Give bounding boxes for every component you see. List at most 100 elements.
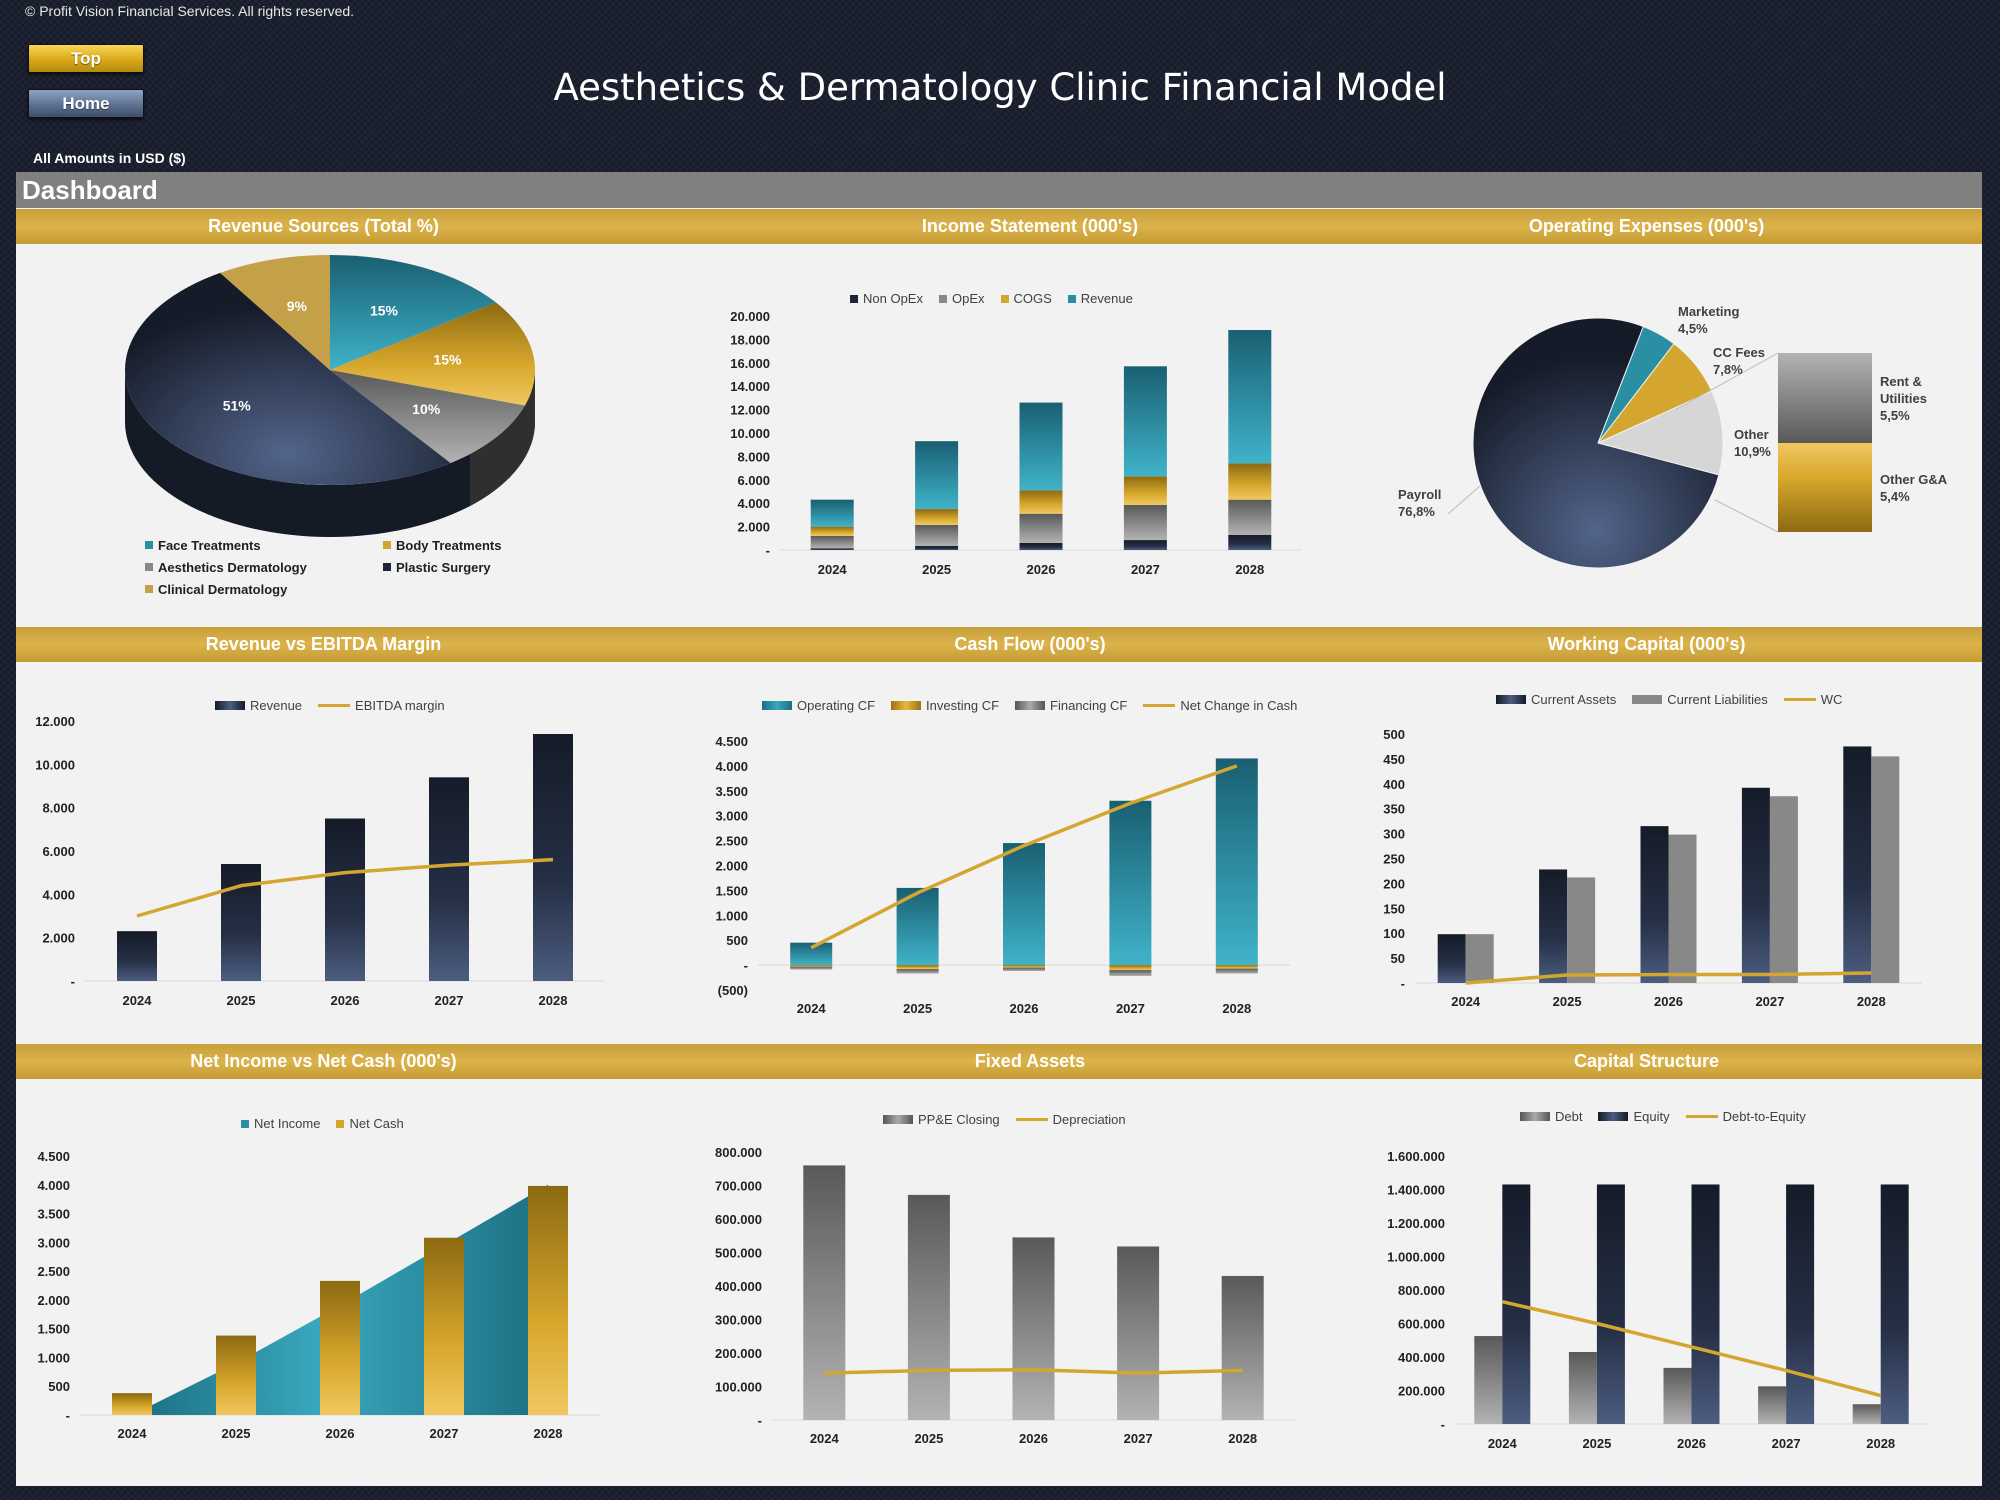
y-tick-label: 300 [1383,827,1405,842]
bar-equity [1880,1184,1909,1424]
legend-debt: Debt [1520,1109,1582,1124]
bar-opex [1123,504,1167,541]
pie-side-wall [125,370,535,537]
bar-equity [1596,1184,1625,1424]
pie-value-label: 15% [370,303,399,319]
x-tick-label: 2028 [1857,994,1886,1009]
bar-revenue [810,499,854,527]
bar-revenue [325,818,365,981]
bar-financing-cf [1003,967,1045,972]
legend-net-income: Net Income [241,1116,320,1131]
bar-revenue [429,777,469,981]
bar-revenue [1228,330,1272,464]
breakout-connector-bottom [1714,499,1779,533]
y-tick-label: 2.500 [37,1264,70,1279]
bar-operating-cf [1215,758,1258,966]
cash-flow-legend: Operating CF Investing CF Financing CF N… [762,698,1297,713]
y-tick-label: 600.000 [715,1212,762,1227]
y-tick-label: 1.500 [715,883,748,898]
section-title-revenue-sources: Revenue Sources (Total %) [208,216,439,236]
y-tick-label: - [766,543,770,558]
bar-current-liabilities [1465,934,1494,983]
pie-side-wall-gray [470,370,535,506]
y-tick-label: 10.000 [35,757,75,772]
legend-face-treatments: Face Treatments [145,538,373,553]
y-tick-label: 500 [1383,727,1405,742]
legend-body-treatments: Body Treatments [383,538,611,553]
y-tick-label: - [1401,976,1405,991]
y-tick-label: 400 [1383,777,1405,792]
label-rent-utilities: Rent & Utilities 5,5% [1880,374,1927,423]
bar-net-cash [216,1335,256,1415]
fixed-assets-chart: - 100.000 200.000 300.000 400.000 500.000 600.… [715,1145,1295,1446]
y-tick-label: (500) [718,983,748,998]
section-title-fixed-assets: Fixed Assets [974,1051,1086,1071]
bar-non-opex [1123,540,1167,550]
x-tick-label: 2028 [1235,562,1264,577]
legend-debt-to-equity: Debt-to-Equity [1685,1109,1806,1124]
y-tick-label: 100.000 [715,1380,762,1395]
breakout-rent-utilities [1778,353,1872,443]
line-net-change-cash [810,764,1238,950]
revenue-sources-legend: Face Treatments Body Treatments Aestheti… [145,534,611,600]
bar-revenue [1123,366,1167,477]
bar-non-opex [810,548,854,550]
legend-net-cash: Net Cash [336,1116,404,1131]
revenue-ebitda-legend: Revenue EBITDA margin [215,698,445,713]
y-tick-label: 4.000 [737,496,770,511]
capital-structure-legend: Debt Equity Debt-to-Equity [1520,1109,1806,1124]
x-tick-label: 2028 [534,1426,563,1441]
bar-ppe-closing [1012,1237,1055,1420]
bar-equity [1691,1184,1720,1424]
bar-ppe-closing [803,1165,846,1420]
bar-revenue [1019,402,1063,491]
pie-slice [1596,390,1724,476]
x-tick-label: 2025 [903,1001,932,1016]
top-button[interactable]: Top [28,44,144,73]
bar-current-assets [1437,934,1466,983]
section-title-capital-structure: Capital Structure [1573,1051,1720,1071]
section-title-cash-flow: Cash Flow (000's) [954,634,1106,654]
y-tick-label: 12.000 [730,403,770,418]
bar-cogs [810,526,854,536]
bar-non-opex [1228,534,1272,550]
bar-financing-cf [1215,968,1258,974]
pie-value-label: 9% [287,298,308,314]
y-tick-label: 250 [1383,852,1405,867]
bar-opex [1228,499,1272,535]
x-tick-label: 2024 [818,562,848,577]
bar-opex [1019,513,1063,543]
bar-investing-cf [1215,965,1258,969]
label-other: Other 10,9% [1734,427,1771,459]
x-tick-label: 2027 [1772,1436,1801,1451]
y-tick-label: 6.000 [42,844,75,859]
y-tick-label: 500.000 [715,1246,762,1261]
bar-cogs [1123,476,1167,505]
home-button[interactable]: Home [28,89,144,118]
y-tick-label: 6.000 [737,473,770,488]
x-tick-label: 2027 [1116,1001,1145,1016]
y-tick-label: 1.500 [37,1322,70,1337]
y-tick-label: - [66,1408,70,1423]
legend-net-change-cash: Net Change in Cash [1143,698,1297,713]
page-title: Aesthetics & Dermatology Clinic Financia… [553,66,1447,109]
x-tick-label: 2027 [435,993,464,1008]
legend-operating-cf: Operating CF [762,698,875,713]
net-income-chart: - 500 1.000 1.500 2.000 2.500 3.000 3.500 4.000 4… [37,1149,600,1441]
pie-slice [124,272,451,486]
y-tick-label: 1.200.000 [1387,1216,1445,1231]
y-tick-label: 3.500 [715,784,748,799]
fixed-assets-legend: PP&E Closing Depreciation [883,1112,1126,1127]
bar-operating-cf [790,942,833,966]
legend-equity: Equity [1598,1109,1670,1124]
x-tick-label: 2025 [1553,994,1582,1009]
bar-investing-cf [1003,965,1045,968]
y-tick-label: - [71,974,75,989]
line-depreciation [824,1368,1243,1375]
legend-opex: OpEx [938,291,985,306]
bar-current-assets [1741,787,1770,983]
x-tick-label: 2026 [1010,1001,1039,1016]
bar-debt [1758,1386,1787,1424]
y-tick-label: 500 [726,933,748,948]
bar-ppe-closing [1117,1246,1160,1420]
